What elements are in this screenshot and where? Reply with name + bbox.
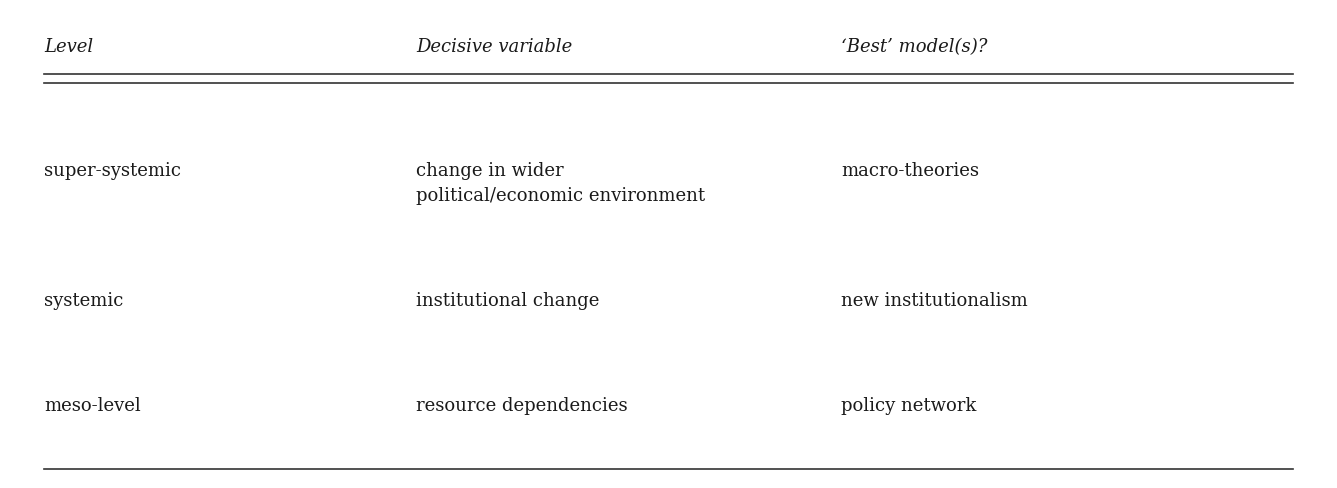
Text: resource dependencies: resource dependencies [416,398,627,415]
Text: meso-level: meso-level [44,398,140,415]
Text: change in wider
political/economic environment: change in wider political/economic envir… [416,163,705,205]
Text: new institutionalism: new institutionalism [841,292,1028,310]
Text: super-systemic: super-systemic [44,163,180,181]
Text: Level: Level [44,38,94,56]
Text: Decisive variable: Decisive variable [416,38,572,56]
Text: institutional change: institutional change [416,292,599,310]
Text: policy network: policy network [841,398,976,415]
Text: ‘Best’ model(s)?: ‘Best’ model(s)? [841,38,988,56]
Text: systemic: systemic [44,292,123,310]
Text: macro-theories: macro-theories [841,163,979,181]
